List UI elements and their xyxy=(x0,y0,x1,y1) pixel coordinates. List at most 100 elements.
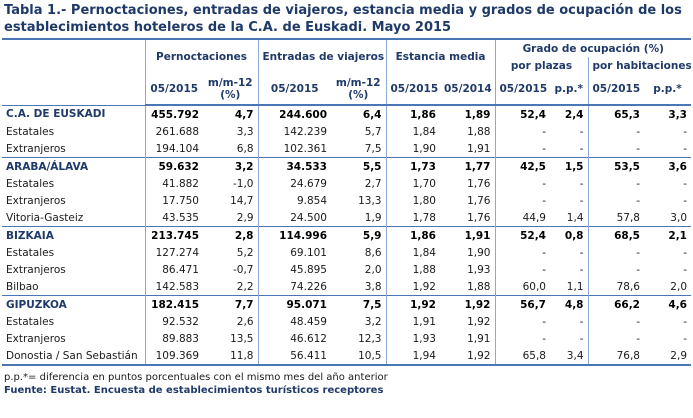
cell: 1,73 xyxy=(385,157,440,175)
cell: 65,8 xyxy=(494,347,550,366)
cell: 1,76 xyxy=(467,177,491,190)
cell: - xyxy=(683,332,687,345)
table-row: GIPUZKOA 182.415 7,7 95.071 7,5 1,92 1,92 56,7 4… xyxy=(2,295,691,313)
cell: 92.532 xyxy=(144,313,203,330)
cell: 65,3 xyxy=(587,104,644,123)
cell: 3,8 xyxy=(364,280,382,293)
row-label: Donostia / San Sebastián xyxy=(2,347,145,366)
cell: 74.226 xyxy=(257,278,331,296)
cell: - xyxy=(587,175,644,192)
cell: - xyxy=(579,246,584,259)
column-header: 05/2015 xyxy=(587,74,644,106)
row-label: Estatales xyxy=(6,246,55,259)
table-row: Donostia / San Sebastián 109.369 11,8 56.41… xyxy=(2,347,691,366)
cell: - xyxy=(579,177,584,190)
cell: 3,3 xyxy=(236,125,254,138)
cell: 46.612 xyxy=(257,330,331,347)
row-label: Estatales xyxy=(6,125,55,138)
cell: 52,4 xyxy=(494,104,550,123)
cell: - xyxy=(587,261,644,278)
cell: 2,8 xyxy=(203,226,258,244)
cell: - xyxy=(494,313,550,330)
column-header: m/m-12 (%) xyxy=(203,74,258,106)
group-header: Estancia media xyxy=(385,38,495,74)
cell: 1,86 xyxy=(385,104,440,123)
cell: 3,3 xyxy=(644,104,691,123)
cell: 1,9 xyxy=(364,211,382,224)
cell: 5,7 xyxy=(364,125,382,138)
cell: 1,92 xyxy=(440,295,495,313)
cell: 10,5 xyxy=(331,347,386,366)
cell: 142.239 xyxy=(257,123,331,140)
cell: - xyxy=(494,123,550,140)
cell: 1,76 xyxy=(467,194,491,207)
cell: 2,0 xyxy=(364,263,382,276)
column-header: 05/2014 xyxy=(440,74,495,106)
cell: 1,88 xyxy=(385,261,440,278)
row-label: Extranjeros xyxy=(6,263,66,276)
cell: 42,5 xyxy=(494,157,550,175)
table-row: Estatales 127.274 5,2 69.101 8,6 1,84 1,90- - - - xyxy=(2,244,691,261)
column-header: p.p.* xyxy=(644,74,691,106)
data-table: Pernoctaciones Entradas de viajeros Estanc… xyxy=(2,38,691,366)
row-label: C.A. DE EUSKADI xyxy=(2,104,145,123)
cell: 1,90 xyxy=(385,140,440,158)
cell: 43.535 xyxy=(144,209,203,227)
cell: 56.411 xyxy=(257,347,331,366)
cell: 6,8 xyxy=(236,142,254,155)
cell: 95.071 xyxy=(257,295,331,313)
cell: 2,7 xyxy=(364,177,382,190)
cell: - xyxy=(683,263,687,276)
subgroup-header: por plazas xyxy=(494,57,588,74)
row-label: BIZKAIA xyxy=(2,226,145,244)
cell: 76,8 xyxy=(587,347,644,366)
cell: 1,88 xyxy=(467,125,491,138)
cell: 78,6 xyxy=(587,278,644,296)
row-label: ARABA/ÁLAVA xyxy=(2,157,145,175)
cell: - xyxy=(579,315,584,328)
cell: 9.854 xyxy=(257,192,331,209)
title: Tabla 1.- Pernoctaciones, entradas de vi… xyxy=(4,3,682,35)
cell: 69.101 xyxy=(257,244,331,261)
row-label: Extranjeros xyxy=(6,194,66,207)
cell: 1,77 xyxy=(440,157,495,175)
cell: 1,80 xyxy=(385,192,440,209)
cell: - xyxy=(683,315,687,328)
cell: - xyxy=(587,192,644,209)
table-row: BIZKAIA 213.745 2,8 114.996 5,9 1,86 1,91 52,4 0… xyxy=(2,226,691,244)
cell: 68,5 xyxy=(587,226,644,244)
cell: - xyxy=(683,177,687,190)
cell: 114.996 xyxy=(257,226,331,244)
cell: 1,86 xyxy=(385,226,440,244)
cell: 1,1 xyxy=(566,280,584,293)
cell: 2,0 xyxy=(670,280,687,293)
cell: - xyxy=(579,194,584,207)
cell: - xyxy=(494,175,550,192)
cell: 89.883 xyxy=(144,330,203,347)
cell: 1,92 xyxy=(467,315,491,328)
cell: 1,76 xyxy=(467,211,491,224)
group-header: Grado de ocupación (%) xyxy=(494,38,691,57)
cell: - xyxy=(494,244,550,261)
cell: 7,7 xyxy=(203,295,258,313)
cell: - xyxy=(494,140,550,158)
cell: 6,4 xyxy=(331,104,386,123)
cell: 1,91 xyxy=(467,142,491,155)
table-row: Estatales 41.882 -1,0 24.679 2,7 1,70 1,76- - - - xyxy=(2,175,691,192)
cell: 5,9 xyxy=(331,226,386,244)
cell: - xyxy=(494,261,550,278)
cell: 13,3 xyxy=(358,194,382,207)
cell: 3,2 xyxy=(364,315,382,328)
cell: 41.882 xyxy=(144,175,203,192)
cell: 1,94 xyxy=(385,347,440,366)
cell: 1,91 xyxy=(385,313,440,330)
column-header: 05/2015 xyxy=(494,74,550,106)
cell: - xyxy=(683,142,687,155)
cell: 3,6 xyxy=(644,157,691,175)
cell: - xyxy=(587,244,644,261)
cell: 4,6 xyxy=(644,295,691,313)
table-row: C.A. DE EUSKADI 455.792 4,7 244.600 6,4 1,86 1… xyxy=(2,104,691,123)
cell: 5,5 xyxy=(331,157,386,175)
cell: - xyxy=(587,140,644,158)
